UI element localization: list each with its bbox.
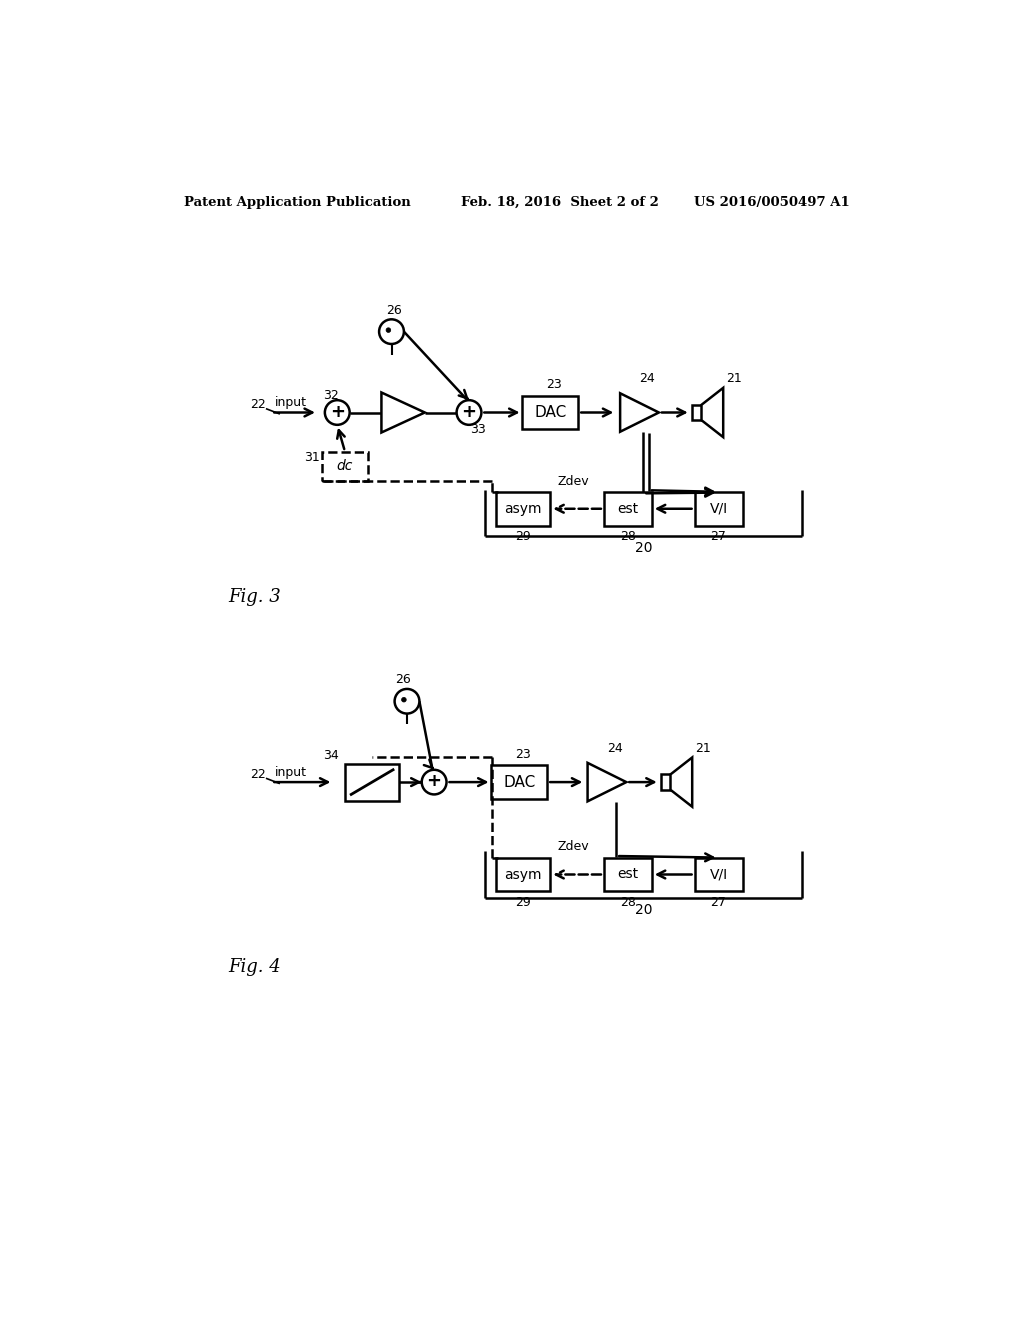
Text: Zdev: Zdev (558, 841, 590, 853)
Circle shape (394, 689, 420, 714)
Text: asym: asym (505, 502, 542, 516)
Text: 20: 20 (635, 903, 652, 917)
Text: asym: asym (505, 867, 542, 882)
Text: 34: 34 (323, 750, 339, 763)
Bar (604, 858, 652, 891)
Text: DAC: DAC (503, 775, 536, 789)
Text: 31: 31 (304, 450, 321, 463)
Text: 21: 21 (726, 372, 742, 385)
Text: +: + (462, 403, 476, 421)
Polygon shape (381, 392, 425, 433)
Text: 27: 27 (711, 896, 726, 908)
Text: DAC: DAC (535, 405, 566, 420)
Text: 29: 29 (515, 529, 531, 543)
Text: 33: 33 (470, 422, 486, 436)
Bar (604, 492, 652, 525)
Circle shape (386, 327, 391, 333)
Text: est: est (617, 867, 638, 882)
Polygon shape (701, 388, 723, 437)
Circle shape (457, 400, 481, 425)
Circle shape (422, 770, 446, 795)
Bar (492, 766, 547, 799)
Text: V/I: V/I (710, 502, 728, 516)
Text: 24: 24 (639, 372, 655, 385)
Text: 27: 27 (711, 529, 726, 543)
Text: est: est (617, 502, 638, 516)
Circle shape (401, 697, 407, 702)
Bar (496, 492, 550, 525)
Text: Patent Application Publication: Patent Application Publication (183, 195, 411, 209)
Text: +: + (427, 772, 441, 791)
Bar (692, 405, 701, 420)
Text: input: input (275, 396, 307, 409)
Text: Fig. 4: Fig. 4 (228, 958, 282, 975)
Text: 24: 24 (607, 742, 623, 755)
Circle shape (325, 400, 349, 425)
Text: 29: 29 (515, 896, 531, 908)
Text: dc: dc (337, 459, 353, 474)
Bar (522, 396, 579, 429)
Text: 32: 32 (324, 389, 339, 403)
Text: 23: 23 (515, 748, 531, 760)
Text: US 2016/0050497 A1: US 2016/0050497 A1 (693, 195, 850, 209)
Text: 28: 28 (620, 529, 636, 543)
Polygon shape (621, 393, 658, 432)
Text: 21: 21 (695, 742, 711, 755)
Text: input: input (275, 766, 307, 779)
Bar (694, 858, 742, 891)
Bar (694, 492, 742, 525)
Polygon shape (588, 763, 627, 801)
Text: 28: 28 (620, 896, 636, 908)
Text: Feb. 18, 2016  Sheet 2 of 2: Feb. 18, 2016 Sheet 2 of 2 (461, 195, 659, 209)
Bar (662, 775, 671, 789)
Bar (345, 763, 399, 800)
Text: +: + (330, 403, 345, 421)
Polygon shape (671, 758, 692, 807)
Circle shape (379, 319, 403, 345)
Text: 26: 26 (395, 673, 411, 686)
Text: V/I: V/I (710, 867, 728, 882)
Text: Zdev: Zdev (558, 474, 590, 487)
Text: Fig. 3: Fig. 3 (228, 589, 282, 606)
Bar (496, 858, 550, 891)
Text: 23: 23 (547, 379, 562, 391)
Text: 26: 26 (386, 304, 401, 317)
Text: 22: 22 (250, 768, 266, 781)
Bar (322, 451, 369, 480)
Text: 22: 22 (250, 399, 266, 412)
Text: 20: 20 (635, 541, 652, 554)
